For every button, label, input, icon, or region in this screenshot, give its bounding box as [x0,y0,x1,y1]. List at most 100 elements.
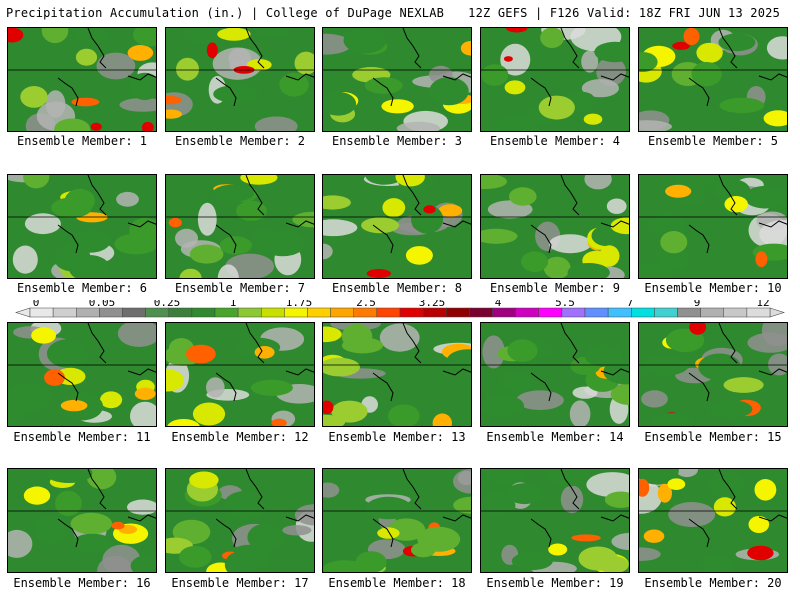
colorbar-swatch [399,307,424,318]
colorbar-swatch [700,307,725,318]
colorbar-swatch [515,307,540,318]
ensemble-member-map [480,174,630,279]
ensemble-member-map [638,174,788,279]
colorbar-tick-label: 0.25 [154,300,181,309]
colorbar-swatch [168,307,193,318]
precip-field [481,323,629,426]
ensemble-member-map [165,174,315,279]
colorbar-swatch [723,307,748,318]
ensemble-member-label: Ensemble Member: 13 [328,430,466,444]
precip-field [166,28,314,131]
precip-field [323,175,471,278]
colorbar-swatch [29,307,54,318]
precip-field [166,323,314,426]
precip-field [481,28,629,131]
ensemble-member-label: Ensemble Member: 11 [13,430,151,444]
colorbar-swatch [307,307,331,318]
ensemble-member-map [165,468,315,573]
ensemble-member-label: Ensemble Member: 19 [486,576,624,590]
precip-field [8,175,156,278]
colorbar-tick-label: 5.5 [555,300,575,309]
ensemble-member-label: Ensemble Member: 7 [174,281,306,295]
colorbar-swatch [145,307,170,318]
precip-field [639,469,787,572]
colorbar-swatch [52,307,77,318]
precip-field [481,175,629,278]
colorbar-swatch [677,307,701,318]
ensemble-member-map [322,322,472,427]
colorbar-swatch [214,307,239,318]
colorbar-swatch [446,307,470,318]
chart-title: Precipitation Accumulation (in.) | Colle… [6,6,445,20]
colorbar-swatch [584,307,609,318]
colorbar-swatch [469,307,493,318]
colorbar-tick-label: 3.25 [419,300,446,309]
ensemble-member-map [7,174,157,279]
colorbar-tick-label: 0.05 [89,300,116,309]
precip-field [166,175,314,278]
colorbar-tick-label: 0 [33,300,40,309]
ensemble-member-map [322,174,472,279]
colorbar-tick-label: 9 [694,300,701,309]
ensemble-member-label: Ensemble Member: 15 [644,430,782,444]
precip-field [639,323,787,426]
ensemble-member-map [7,322,157,427]
precip-field [8,28,156,131]
colorbar-tick-label: 2.5 [356,300,376,309]
ensemble-member-label: Ensemble Member: 12 [171,430,309,444]
ensemble-member-map [165,27,315,132]
colorbar-swatch [422,307,447,318]
colorbar-max-arrow [769,307,785,318]
colorbar-tick-label: 4 [495,300,502,309]
ensemble-member-label: Ensemble Member: 20 [644,576,782,590]
colorbar-swatch [607,307,632,318]
model-run-info: 12Z GEFS | F126 Valid: 18Z FRI JUN 13 20… [468,6,780,20]
ensemble-member-map [480,322,630,427]
ensemble-member-label: Ensemble Member: 10 [644,281,782,295]
colorbar-swatch [122,307,146,318]
ensemble-member-label: Ensemble Member: 2 [174,134,306,148]
ensemble-member-map [165,322,315,427]
precip-field [639,28,787,131]
colorbar-swatch [76,307,100,318]
precip-field [481,469,629,572]
precip-field [166,469,314,572]
colorbar-swatch [330,307,355,318]
precip-field [8,469,156,572]
colorbar-swatch [746,307,771,318]
ensemble-member-label: Ensemble Member: 6 [16,281,148,295]
colorbar-tick-label: 1.75 [286,300,313,309]
colorbar-tick-label: 12 [756,300,769,309]
colorbar-min-arrow [15,307,31,318]
ensemble-member-label: Ensemble Member: 4 [489,134,621,148]
ensemble-member-label: Ensemble Member: 16 [13,576,151,590]
ensemble-member-map [480,27,630,132]
ensemble-member-map [7,468,157,573]
ensemble-member-map [638,27,788,132]
colorbar-graphic: 0 0.05 0.25 1 1.75 2.5 3.25 4 5.5 7 9 12 [15,296,785,318]
ensemble-member-label: Ensemble Member: 9 [489,281,621,295]
colorbar-swatch [376,307,401,318]
ensemble-member-map [638,322,788,427]
ensemble-member-map [480,468,630,573]
ensemble-member-map [638,468,788,573]
ensemble-member-label: Ensemble Member: 14 [486,430,624,444]
precip-field [323,469,471,572]
colorbar-swatch [99,307,123,318]
colorbar-swatch [353,307,378,318]
colorbar-swatch [631,307,655,318]
ensemble-member-label: Ensemble Member: 5 [647,134,779,148]
ensemble-member-label: Ensemble Member: 1 [16,134,148,148]
colorbar-tick-label: 1 [230,300,237,309]
ensemble-member-label: Ensemble Member: 3 [331,134,463,148]
ensemble-member-label: Ensemble Member: 18 [328,576,466,590]
colorbar-swatch [654,307,678,318]
colorbar-swatch [561,307,586,318]
precip-field [639,175,787,278]
colorbar-tick-label: 7 [627,300,634,309]
colorbar-swatch [261,307,285,318]
ensemble-member-map [322,468,472,573]
ensemble-member-map [322,27,472,132]
ensemble-member-map [7,27,157,132]
colorbar-swatch [191,307,216,318]
